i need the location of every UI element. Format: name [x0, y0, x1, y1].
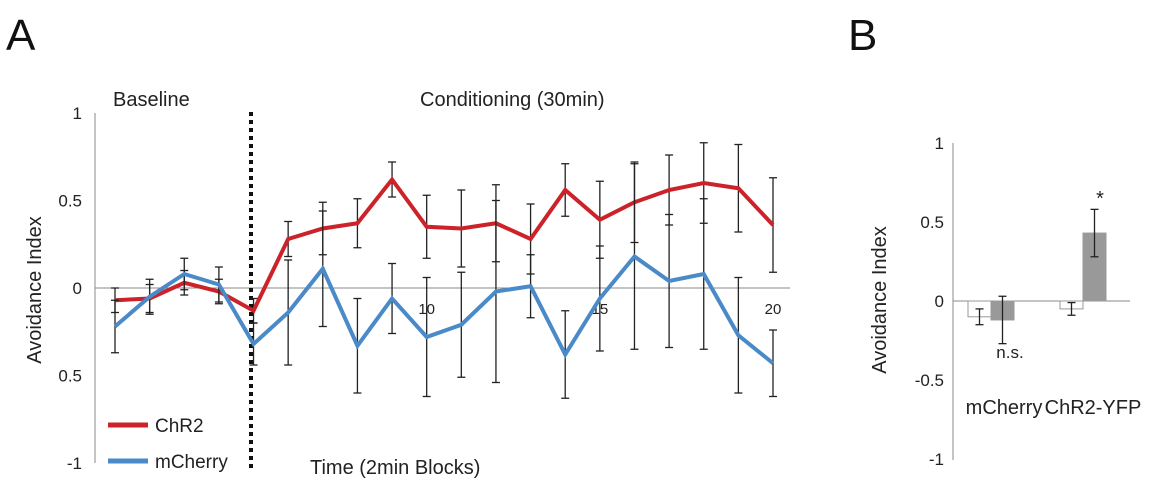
line-mcherry	[113, 253, 775, 365]
y-axis-label-b: Avoidance Index	[869, 226, 891, 374]
category-label-mcherry: mCherry	[966, 397, 1043, 419]
legend-label-mcherry: mCherry	[155, 452, 228, 473]
y-tick-label-a: -1	[67, 454, 82, 473]
legend-label-chr2: ChR2	[155, 416, 204, 437]
panel-a-letter: A	[6, 11, 36, 60]
line-chr2	[114, 176, 775, 314]
series-chr2	[111, 142, 777, 324]
x-axis-label-a: Time (2min Blocks)	[310, 457, 480, 479]
y-tick-label-b: 0.5	[920, 213, 944, 232]
y-tick-label-a: 0.5	[58, 367, 82, 386]
significance-star: *	[1096, 188, 1104, 210]
y-axis-label-a: Avoidance Index	[24, 216, 46, 364]
y-tick-label-b: -1	[929, 450, 944, 469]
series-mcherry	[111, 163, 777, 399]
bar-chart: Avoidance Index 1 0.5 0 -0.5 -1 mCherry ChR2…	[869, 134, 1141, 469]
y-tick-label-a: 0.5	[58, 192, 82, 211]
y-tick-label-b: -0.5	[915, 371, 944, 390]
conditioning-annotation: Conditioning (30min)	[420, 89, 605, 111]
y-tick-label-b: 1	[935, 134, 944, 153]
category-label-chr2yfp: ChR2-YFP	[1045, 397, 1142, 419]
baseline-annotation: Baseline	[113, 89, 190, 111]
x-tick-label-a: 20	[765, 301, 782, 318]
panel-b-letter: B	[848, 11, 877, 60]
y-tick-label-a: 0	[73, 279, 82, 298]
line-chart: Baseline Conditioning (30min) Avoidance …	[24, 89, 790, 479]
y-tick-label-b: 0	[935, 292, 944, 311]
y-tick-label-a: 1	[73, 104, 82, 123]
ns-annotation: n.s.	[996, 343, 1023, 362]
legend-a: ChR2 mCherry	[108, 416, 228, 473]
